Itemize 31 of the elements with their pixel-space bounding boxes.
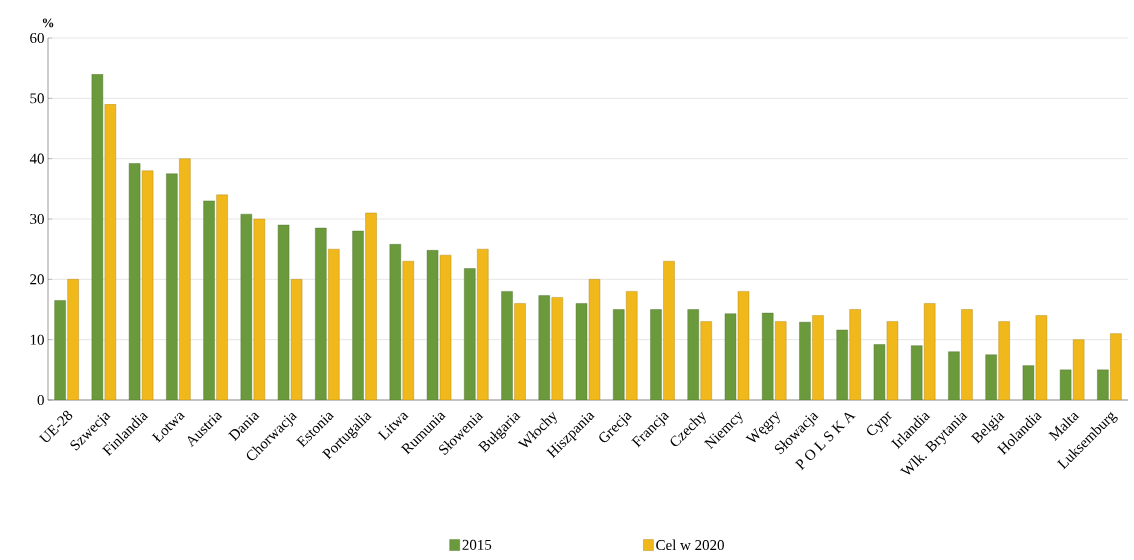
bar [389, 244, 401, 400]
bar [501, 291, 513, 400]
bar [203, 200, 215, 400]
y-tick-label: 60 [30, 32, 44, 44]
legend-label: Cel w 2020 [656, 539, 724, 551]
bar [477, 248, 489, 400]
bar [663, 261, 675, 400]
bar [166, 173, 178, 400]
y-tick-label: 20 [30, 274, 44, 285]
y-tick-label: 10 [30, 334, 44, 345]
y-tick-label: 40 [29, 153, 44, 164]
x-tick-label: Cypr [867, 411, 892, 436]
bar [179, 158, 191, 400]
bar [551, 297, 563, 400]
bar [216, 194, 228, 400]
bar [352, 230, 364, 400]
bar [328, 248, 340, 400]
bar [67, 279, 79, 400]
y-tick-label: 50 [30, 93, 44, 104]
bar [365, 212, 377, 400]
legend-label: 2015 [462, 539, 492, 550]
y-tick-label: 0 [37, 394, 44, 406]
bar [538, 295, 550, 400]
bar [402, 261, 414, 400]
bar [253, 218, 266, 400]
bar [626, 291, 638, 400]
bar [240, 213, 253, 400]
y-tick-label: 30 [30, 213, 44, 225]
y-axis-title: % [42, 18, 54, 28]
bar [315, 227, 327, 400]
bar [464, 268, 476, 400]
